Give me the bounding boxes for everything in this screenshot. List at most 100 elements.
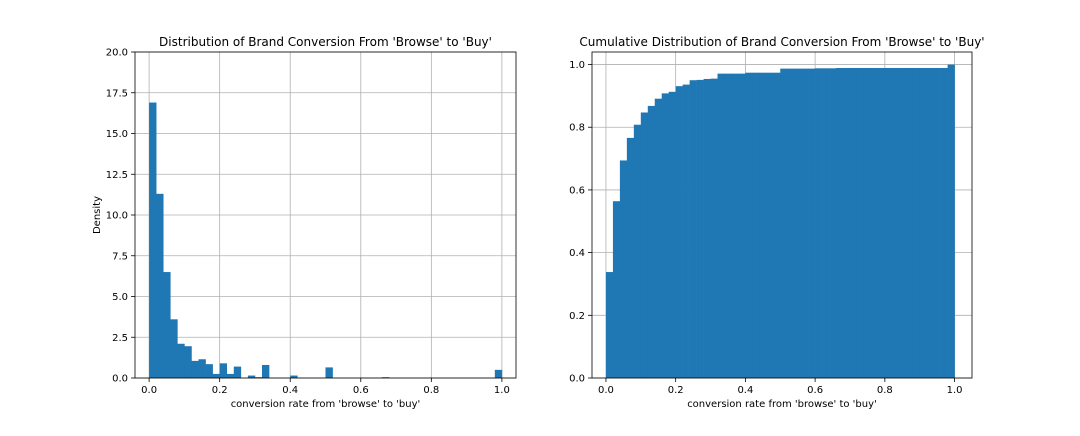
histogram-bar (668, 91, 676, 378)
histogram-bar (710, 78, 718, 379)
histogram-bar (836, 67, 844, 378)
histogram-bar (703, 78, 711, 378)
histogram-bar (619, 160, 628, 378)
x-tick-label: 1.0 (494, 385, 510, 396)
y-tick-label: 1.0 (569, 60, 585, 71)
histogram-bar (233, 366, 242, 378)
histogram-bar (633, 124, 642, 378)
histogram-bar (877, 67, 886, 378)
histogram-bar (640, 112, 649, 378)
x-tick-label: 0.2 (212, 385, 228, 396)
histogram-bar (731, 73, 739, 378)
y-tick-label: 12.5 (106, 170, 128, 181)
histogram-bar (205, 364, 213, 378)
histogram-bar (156, 193, 164, 378)
histogram-bar (626, 137, 635, 378)
histogram-bar (759, 72, 767, 378)
y-tick-label: 10.0 (106, 211, 128, 222)
axes-frame (591, 51, 973, 379)
histogram-bar (647, 105, 656, 379)
cumulative-histogram-chart: Cumulative Distribution of Brand Convers… (569, 35, 985, 410)
histogram-bar (849, 67, 858, 378)
y-tick-label: 5.0 (112, 292, 128, 303)
histogram-bar (843, 67, 851, 378)
x-tick-label: 0.2 (668, 385, 684, 396)
x-tick-label: 0.4 (282, 385, 298, 396)
histogram-bar (177, 343, 185, 378)
histogram-bar (184, 346, 192, 378)
x-tick-label: 0.0 (598, 385, 614, 396)
histogram-bar (801, 68, 809, 378)
y-tick-label: 0.2 (569, 311, 585, 322)
histogram-bar (940, 67, 948, 378)
x-tick-label: 0.4 (737, 385, 753, 396)
histogram-bar (381, 377, 390, 378)
histogram-bar (780, 68, 788, 378)
histogram-bar (815, 68, 823, 379)
histogram-bar (247, 375, 256, 378)
histogram-bar (494, 369, 503, 378)
y-tick-label: 17.5 (106, 88, 128, 99)
histogram-bar (933, 67, 941, 378)
histogram-bar (926, 67, 934, 378)
histogram-bar (212, 373, 220, 378)
histogram-bar (198, 359, 206, 378)
histogram-bar (290, 375, 298, 378)
histogram-bar (870, 67, 879, 378)
histogram-bar (149, 102, 157, 378)
y-tick-label: 15.0 (106, 129, 128, 140)
y-tick-label: 20.0 (106, 48, 128, 59)
histogram-bar (766, 72, 774, 378)
x-tick-label: 0.8 (423, 385, 439, 396)
histogram-bar (912, 67, 921, 378)
chart-title: Cumulative Distribution of Brand Convers… (579, 35, 984, 49)
x-tick-label: 0.0 (141, 385, 157, 396)
histogram-bar (787, 68, 795, 378)
histogram-bar (856, 67, 865, 378)
histogram-bar (724, 73, 732, 378)
x-tick-label: 1.0 (947, 385, 963, 396)
histogram-bar (794, 68, 802, 378)
histogram-bar (226, 373, 235, 378)
density-histogram-chart: Distribution of Brand Conversion From 'B… (92, 35, 517, 410)
x-tick-label: 0.8 (877, 385, 893, 396)
histogram-bar (605, 272, 614, 378)
histogram-bar (863, 67, 872, 378)
histogram-bar (891, 67, 900, 378)
histogram-bar (661, 93, 669, 378)
y-tick-label: 2.5 (112, 333, 128, 344)
y-tick-label: 7.5 (112, 251, 128, 262)
x-axis-label: conversion rate from 'browse' to 'buy' (231, 399, 421, 410)
x-tick-label: 0.6 (353, 385, 369, 396)
histogram-bar (884, 67, 893, 378)
histogram-bar (219, 363, 228, 378)
histogram-bar (191, 360, 199, 378)
histogram-bar (752, 72, 760, 378)
histogram-bar (919, 67, 927, 378)
chart-title: Distribution of Brand Conversion From 'B… (159, 35, 492, 49)
x-axis-label: conversion rate from 'browse' to 'buy' (687, 399, 877, 410)
histogram-bar (675, 86, 683, 379)
histogram-bar (717, 73, 725, 378)
y-tick-label: 0.6 (569, 185, 585, 196)
histogram-bar (829, 68, 837, 379)
y-tick-label: 0.0 (569, 374, 585, 385)
y-tick-label: 0.4 (569, 248, 585, 259)
histogram-bar (254, 377, 263, 378)
y-axis-label: Density (92, 196, 103, 234)
histogram-bar (689, 80, 697, 378)
histogram-bar (163, 272, 171, 378)
histogram-bar (170, 319, 178, 378)
y-tick-label: 0.8 (569, 123, 585, 134)
histogram-bar (325, 367, 333, 378)
y-tick-label: 0.0 (112, 374, 128, 385)
histogram-bar (808, 68, 816, 378)
histogram-bar (947, 64, 955, 379)
histogram-bar (898, 67, 907, 378)
histogram-bar (773, 72, 781, 378)
histogram-bar (745, 72, 753, 378)
histogram-bar (905, 67, 914, 378)
histogram-bar (612, 201, 621, 378)
histogram-bar (696, 79, 704, 379)
